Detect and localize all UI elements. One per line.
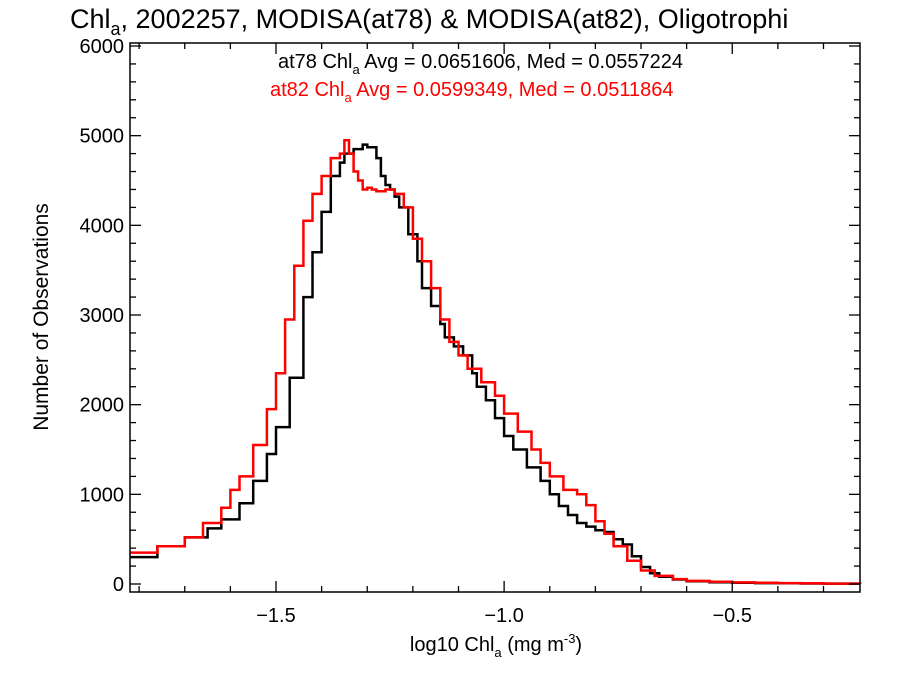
x-axis-label: log10 Chla (mg m-3) [410, 631, 582, 660]
y-tick-label: 3000 [80, 305, 125, 327]
x-tick-label: −0.5 [713, 605, 752, 627]
y-axis-label: Number of Observations [30, 203, 53, 431]
y-tick-label: 4000 [80, 215, 125, 237]
legend-at78: at78 Chla Avg = 0.0651606, Med = 0.05572… [278, 51, 683, 77]
y-tick-label: 5000 [80, 126, 125, 148]
plot-frame [129, 42, 861, 593]
x-tick-label: −1.0 [484, 605, 523, 627]
axis-ticks: −1.5 −1.0 −0.5 0 1000 2000 3000 4000 5000 6000 [80, 36, 860, 627]
x-tick-label: −1.5 [256, 605, 295, 627]
legend-at82: at82 Chla Avg = 0.0599349, Med = 0.05118… [270, 79, 674, 105]
series-at78-line [130, 143, 862, 585]
y-tick-label: 2000 [80, 395, 125, 417]
chart-title: Chla, 2002257, MODISA(at78) & MODISA(at8… [70, 4, 788, 39]
y-tick-label: 1000 [80, 484, 125, 506]
y-tick-label: 6000 [80, 36, 125, 58]
y-tick-label: 0 [113, 574, 124, 596]
series-at82-line [130, 138, 862, 585]
